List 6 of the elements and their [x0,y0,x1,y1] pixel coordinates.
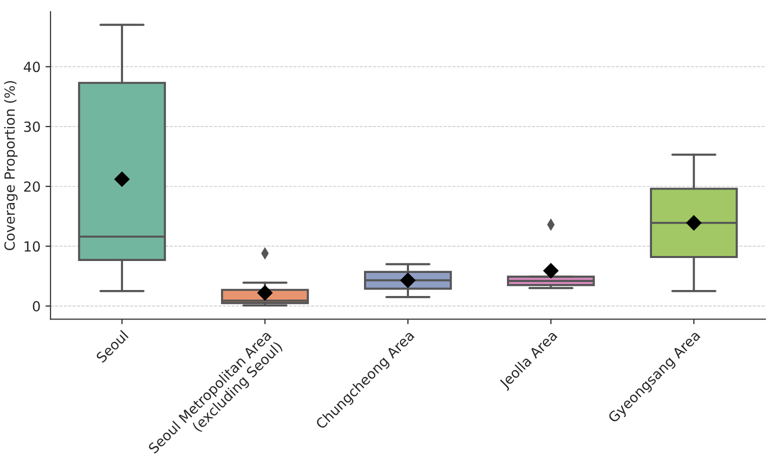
y-tick-label: 0 [32,301,40,312]
y-tick-label: 40 [24,62,40,72]
y-tick-label: 10 [24,241,40,252]
y-tick-label: 20 [24,181,40,192]
y-axis-title: Coverage Proportion (%) [4,81,18,250]
y-tick-label: 30 [24,122,40,132]
